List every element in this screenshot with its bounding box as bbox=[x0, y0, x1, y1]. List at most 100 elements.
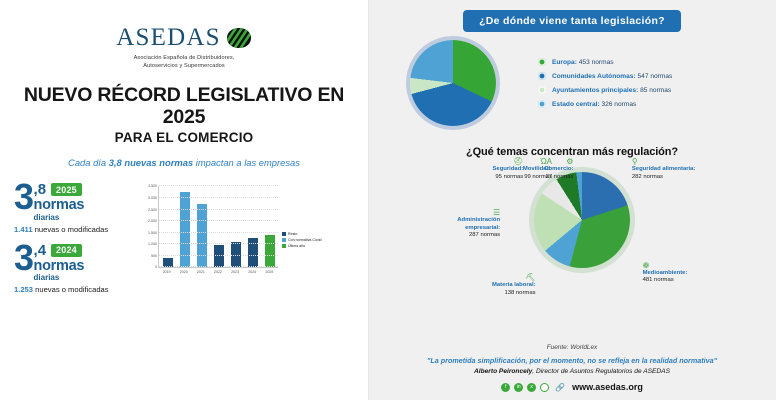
footer-author-role: , Director de Asuntos Regulatorios de AS… bbox=[532, 368, 670, 375]
facebook-icon[interactable]: f bbox=[501, 382, 511, 392]
logo-subtitle-line-1: Asociación Española de Distribuidores, bbox=[133, 55, 235, 61]
gridline: 3.000 bbox=[148, 196, 278, 200]
page-subtitle: PARA EL COMERCIO bbox=[114, 130, 254, 146]
stat-footnote-2025: 1.411 nuevas o modificadas bbox=[14, 225, 132, 234]
y-axis-tick: 500 bbox=[151, 253, 157, 258]
topic-value: 95 normas bbox=[495, 173, 524, 180]
legend-item: Resto bbox=[282, 232, 322, 237]
instagram-icon[interactable] bbox=[540, 382, 550, 392]
topic-name: Comercio: bbox=[544, 166, 574, 172]
origin-pie-chart bbox=[410, 40, 496, 126]
y-axis-tick: 1.500 bbox=[148, 230, 157, 235]
topic-label: ⛑ Seguridad: 95 normas bbox=[492, 158, 523, 182]
footer-author-name: Alberto Peironcely bbox=[474, 368, 533, 375]
stat-decimal-row-2024: ,4 2024 bbox=[34, 243, 85, 258]
website-url[interactable]: www.asedas.org bbox=[572, 382, 643, 392]
topic-name: Administración empresarial: bbox=[457, 216, 501, 231]
stats-and-chart-row: 3 ,8 2025 normas diarias 1.411 nuevas o … bbox=[8, 176, 360, 303]
y-axis-tick: 3.000 bbox=[148, 196, 157, 201]
stat-footnote-value-2025: 1.411 bbox=[14, 224, 33, 234]
y-axis-tick: 0 bbox=[155, 265, 157, 270]
stat-block-2025: 3 ,8 2025 normas diarias 1.411 nuevas o … bbox=[14, 176, 132, 234]
y-axis-tick: 2.500 bbox=[148, 207, 157, 212]
stat-decimal-2024: ,4 bbox=[33, 241, 47, 259]
stat-footnote-2024: 1.253 nuevas o modificadas bbox=[14, 285, 132, 294]
logo-subtitle-line-2: Autoservicios y Supermercados bbox=[143, 63, 225, 70]
stat-top-2025: 3 ,8 2025 normas diarias bbox=[14, 176, 132, 222]
diagonal-stripes-logo-icon bbox=[226, 28, 251, 48]
bar bbox=[196, 204, 207, 268]
bar-chart-column: 0 500 1.000 1.500 2.000 2.500 3.000 3.500 2019 2… bbox=[132, 182, 360, 303]
stat-footnote-text-2025: nuevas o modificadas bbox=[32, 224, 109, 234]
tagline-post: impactan a las empresas bbox=[193, 157, 300, 169]
legend-label: Con normativa Covid bbox=[288, 238, 322, 243]
y-axis-tick: 3.500 bbox=[148, 184, 157, 189]
topic-label: ὩA Movilidad: 99 normas bbox=[523, 158, 552, 182]
legend-label: Resto bbox=[288, 232, 298, 237]
topic-value: 481 normas bbox=[642, 277, 674, 284]
page-title: NUEVO RÉCORD LEGISLATIVO EN 2025 bbox=[23, 83, 345, 128]
bar-chart-legend: Resto Con normativa Covid Último año bbox=[282, 232, 322, 249]
leaf-icon: ❁ bbox=[642, 260, 650, 270]
year-badge-2024: 2024 bbox=[51, 243, 82, 257]
y-axis-tick: 2.000 bbox=[148, 219, 157, 224]
stat-block-2024: 3 ,4 2024 normas diarias 1.253 nuevas o … bbox=[14, 236, 132, 294]
bar-chart-x-axis: 2019 2020 2021 2022 2023 2024 2025 bbox=[158, 270, 278, 274]
x-axis-tick: 2020 bbox=[179, 270, 188, 275]
legend-swatch bbox=[282, 232, 286, 237]
gridline: 1.000 bbox=[148, 242, 278, 246]
footer-social-row: f in x 🔗 www.asedas.org bbox=[368, 382, 776, 392]
origin-legend-item: Estado central: 326 normas bbox=[538, 100, 672, 108]
topic-name: Medioambiente: bbox=[642, 269, 688, 276]
x-axis-tick: 2022 bbox=[213, 270, 222, 275]
legend-dot bbox=[538, 58, 546, 66]
stat-unit-sub-2024: diarias bbox=[33, 273, 60, 283]
logo-subtitle: Asociación Española de Distribuidores, A… bbox=[8, 54, 360, 71]
legend-value: 326 normas bbox=[601, 100, 637, 108]
gridline: 3.500 bbox=[148, 184, 278, 188]
x-axis-tick: 2023 bbox=[231, 270, 240, 275]
truck-icon: ὩA bbox=[540, 157, 553, 166]
stats-column: 3 ,8 2025 normas diarias 1.411 nuevas o … bbox=[14, 176, 132, 303]
x-axis-tick: 2021 bbox=[196, 270, 205, 275]
document-icon: ☰ bbox=[492, 207, 501, 217]
origin-pie-legend: Europa: 453 normas Comunidades Autónomas:… bbox=[538, 58, 672, 108]
topic-value: 287 normas bbox=[469, 232, 501, 239]
logo-row: ASEDAS bbox=[116, 24, 251, 52]
topic-value: 99 normas bbox=[524, 173, 553, 180]
topic-name: Materia laboral: bbox=[492, 281, 536, 288]
topic-value: 282 normas bbox=[631, 173, 663, 180]
cart-icon: ⚙ bbox=[566, 157, 574, 166]
stat-right-2025: ,8 2025 normas diarias bbox=[34, 182, 85, 222]
magnifier-icon: ⚲ bbox=[631, 157, 638, 166]
legend-dot bbox=[538, 86, 546, 94]
linkedin-icon[interactable]: in bbox=[514, 382, 524, 392]
gridline: 1.500 bbox=[148, 231, 278, 235]
topic-label: ⚲ Seguridad alimentaria: 282 normas bbox=[632, 158, 696, 182]
twitter-icon[interactable]: x bbox=[527, 382, 537, 392]
bar-chart-plot-area: 0 500 1.000 1.500 2.000 2.500 3.000 3.500 bbox=[148, 184, 278, 270]
topics-section: ¿Qué temas concentran más regulación? ⚲ S… bbox=[368, 140, 776, 305]
topics-section-title: ¿Qué temas concentran más regulación? bbox=[465, 146, 679, 158]
footer-quote: "La prometida simplificación, por el mom… bbox=[427, 356, 717, 365]
stat-top-2024: 3 ,4 2024 normas diarias bbox=[14, 236, 132, 283]
origin-section: ¿De dónde viene tanta legislación? Europ… bbox=[368, 0, 776, 140]
origin-pie-row: Europa: 453 normas Comunidades Autónomas:… bbox=[368, 40, 776, 126]
origin-legend-item: Ayuntamientos principales: 85 normas bbox=[538, 86, 672, 94]
x-axis-tick: 2019 bbox=[162, 270, 171, 275]
topic-value: 138 normas bbox=[504, 289, 536, 296]
stat-integer-2024: 3 bbox=[14, 236, 34, 278]
topic-label: ☰ Administración empresarial: 287 normas bbox=[422, 207, 501, 240]
topics-chart-stage: ⚲ Seguridad alimentaria: 282 normas ❁ Medioa… bbox=[368, 158, 776, 298]
topic-label: ⚙ Comercio: 27 normas bbox=[544, 158, 573, 182]
origin-section-title: ¿De dónde viene tanta legislación? bbox=[463, 10, 681, 32]
topic-label: ❁ Medioambiente: 481 normas bbox=[642, 260, 688, 286]
origin-legend-item: Europa: 453 normas bbox=[538, 58, 672, 66]
tagline: Cada día 3,8 nuevas normas impactan a la… bbox=[8, 157, 360, 168]
stat-integer-2025: 3 bbox=[14, 176, 34, 218]
logo-wordmark: ASEDAS bbox=[116, 24, 221, 51]
legend-label: Ayuntamientos principales: 85 normas bbox=[552, 86, 672, 94]
legend-swatch bbox=[282, 238, 286, 243]
x-axis-tick: 2025 bbox=[265, 270, 274, 275]
